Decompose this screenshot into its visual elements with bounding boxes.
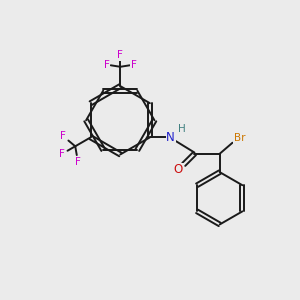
Text: F: F xyxy=(117,50,123,61)
Text: F: F xyxy=(104,60,110,70)
Text: F: F xyxy=(61,131,66,141)
Text: F: F xyxy=(75,157,81,166)
Text: F: F xyxy=(131,60,137,70)
Text: O: O xyxy=(174,163,183,176)
Text: H: H xyxy=(178,124,186,134)
Text: Br: Br xyxy=(234,133,245,143)
Text: F: F xyxy=(59,149,65,159)
Text: N: N xyxy=(166,131,175,144)
